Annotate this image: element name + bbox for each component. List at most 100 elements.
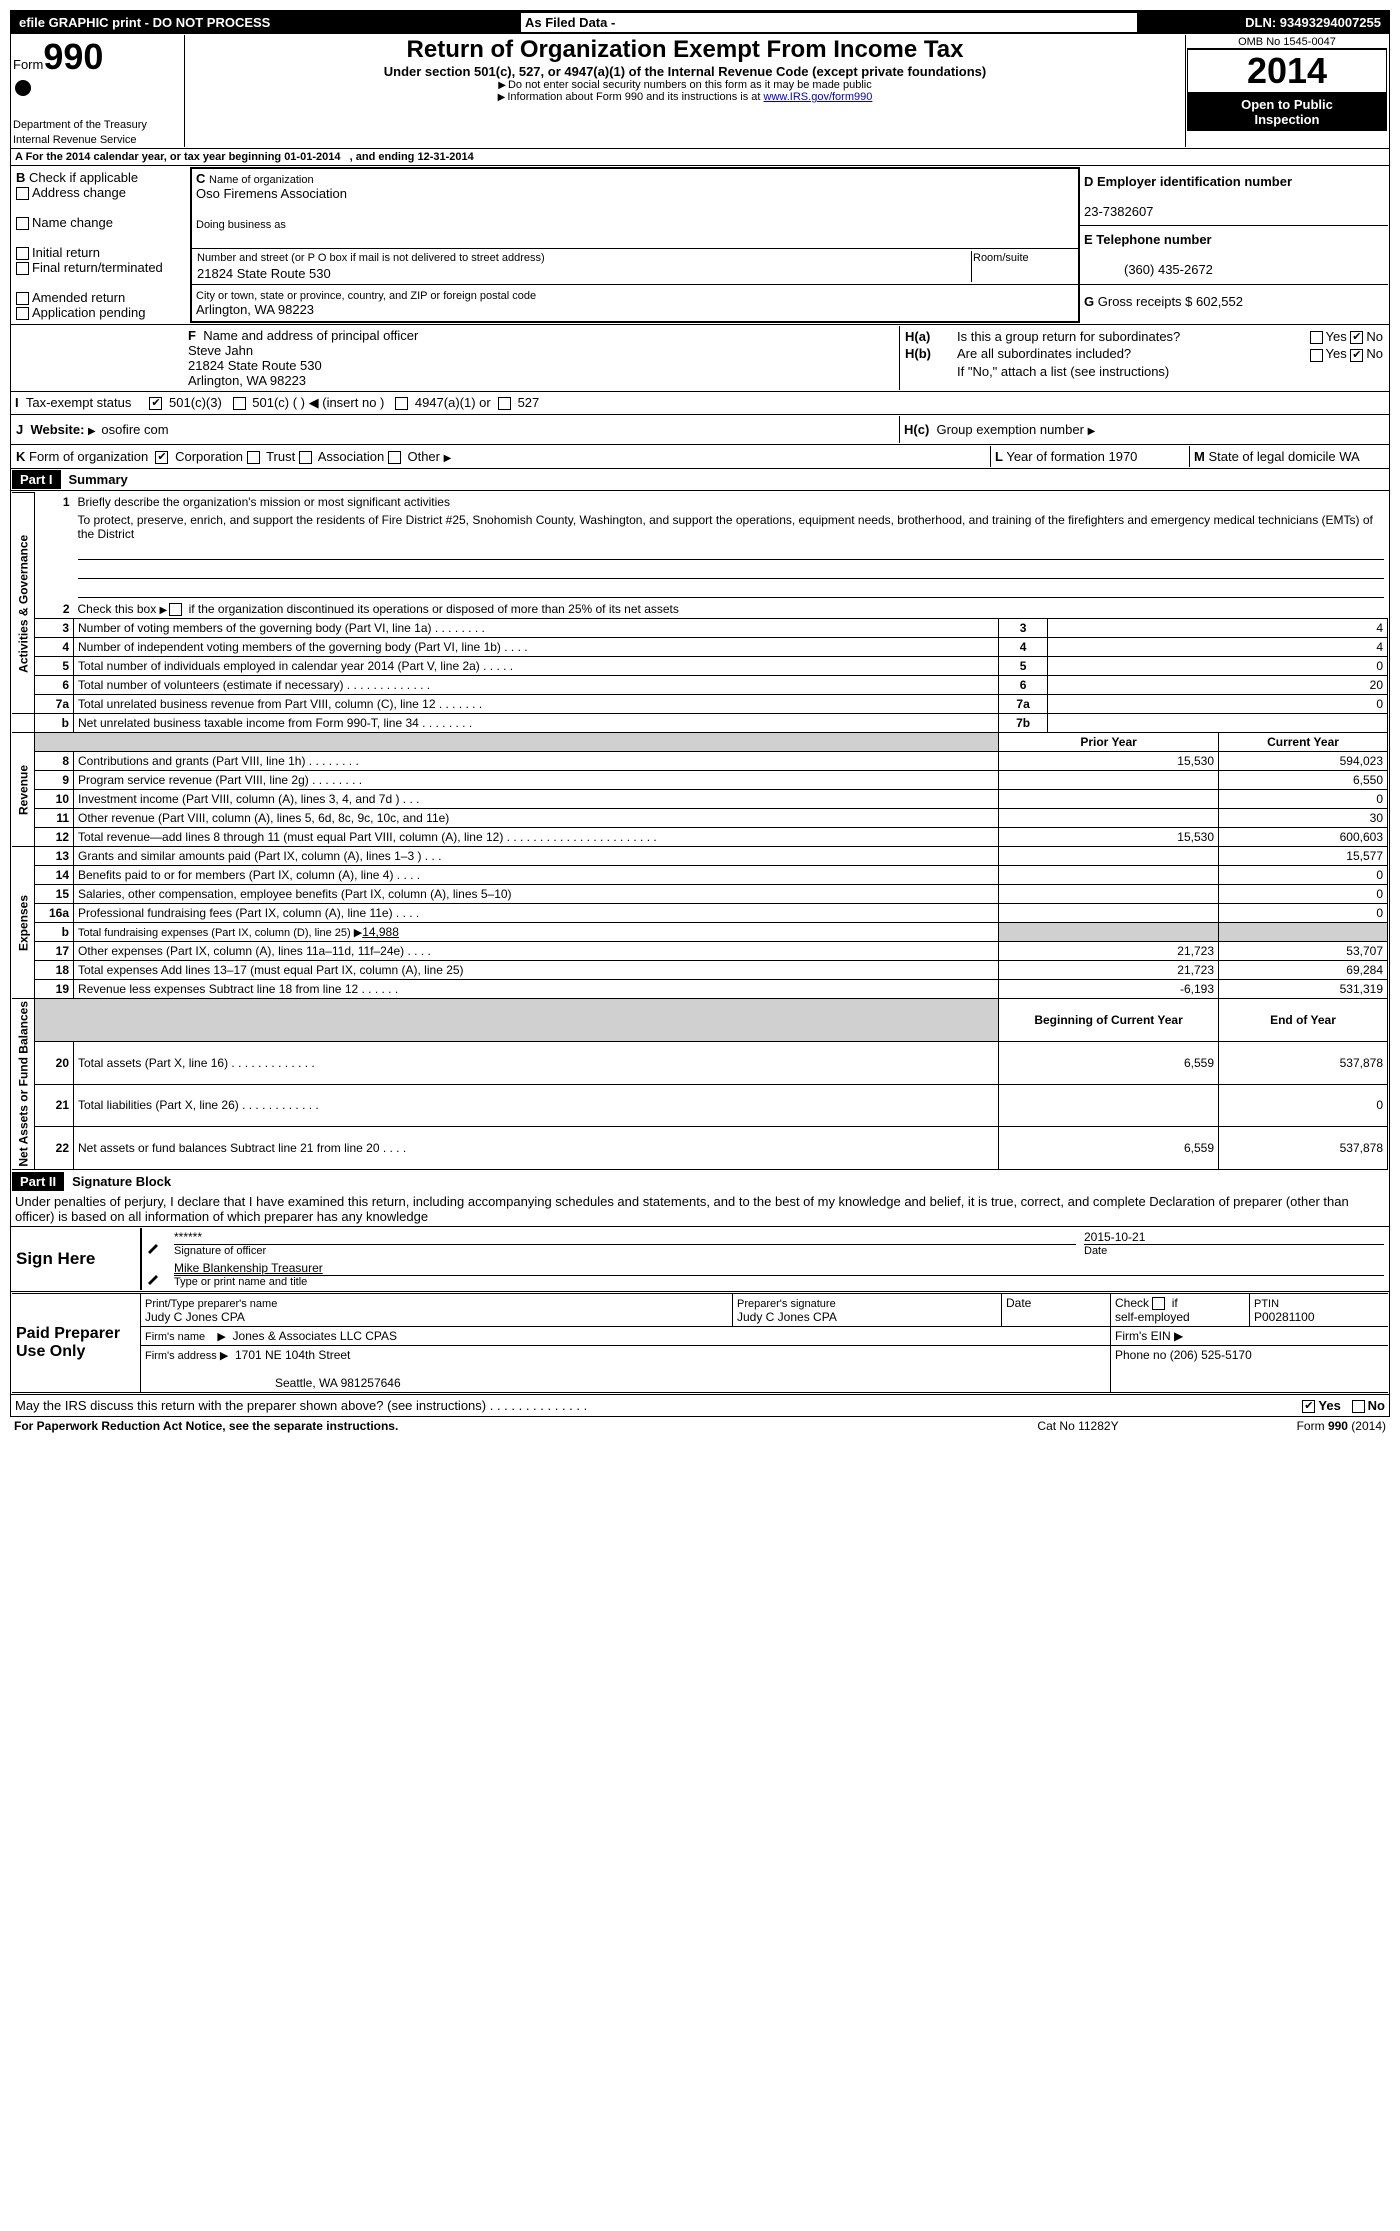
- form-subtitle: Under section 501(c), 527, or 4947(a)(1)…: [186, 64, 1184, 79]
- l6-value: 20: [1048, 676, 1388, 695]
- l22-end: 537,878: [1219, 1127, 1388, 1170]
- ha-yes-checkbox[interactable]: [1310, 331, 1323, 344]
- form-number-cell: Form990 Department of the Treasury Inter…: [12, 35, 185, 147]
- irs-link[interactable]: www.IRS.gov/form990: [764, 91, 873, 103]
- org-city: Arlington, WA 98223: [196, 302, 314, 317]
- as-filed-blank: [709, 13, 1137, 32]
- discontinued-checkbox[interactable]: [169, 603, 182, 616]
- 501c3-checkbox[interactable]: [149, 397, 162, 410]
- firm-phone-cell: Phone no (206) 525-5170: [1111, 1346, 1389, 1393]
- year-cell: OMB No 1545-0047 2014 Open to PublicInsp…: [1186, 35, 1389, 147]
- l8-prior: 15,530: [999, 752, 1219, 771]
- l12-current: 600,603: [1219, 828, 1388, 847]
- l22-begin: 6,559: [999, 1127, 1219, 1170]
- form-title-cell: Return of Organization Exempt From Incom…: [185, 35, 1186, 147]
- state-domicile: M State of legal domicile WA: [1190, 446, 1389, 467]
- l9-current: 6,550: [1219, 771, 1388, 790]
- trust-checkbox[interactable]: [247, 451, 260, 464]
- dln: DLN: 93493294007255: [1137, 13, 1385, 32]
- dept-treasury: Department of the Treasury: [13, 119, 147, 131]
- ein-value: 23-7382607: [1084, 204, 1153, 219]
- pen-icon: [146, 1240, 160, 1254]
- l20-end: 537,878: [1219, 1041, 1388, 1084]
- revenue-label: Revenue: [12, 733, 35, 847]
- part-2-header: Part IISignature Block: [11, 1171, 1390, 1192]
- name-change-checkbox[interactable]: [16, 217, 29, 230]
- form-of-org-row: K Form of organization Corporation Trust…: [12, 446, 991, 467]
- efile-notice: efile GRAPHIC print - DO NOT PROCESS: [15, 13, 521, 32]
- form-990-page: efile GRAPHIC print - DO NOT PROCESS As …: [10, 10, 1390, 1417]
- prep-name-cell: Print/Type preparer's name Judy C Jones …: [141, 1293, 733, 1326]
- part-1-header: Part ISummary: [11, 469, 1390, 491]
- 501c-checkbox[interactable]: [233, 397, 246, 410]
- self-employed-cell: Check ifself-employed: [1111, 1293, 1250, 1326]
- other-checkbox[interactable]: [388, 451, 401, 464]
- assoc-checkbox[interactable]: [299, 451, 312, 464]
- org-address: 21824 State Route 530: [196, 265, 972, 282]
- group-exemption-cell: H(c) Group exemption number: [900, 416, 1389, 443]
- firm-ein-cell: Firm's EIN ▶: [1111, 1327, 1389, 1346]
- gross-receipts: G Gross receipts $ 602,552: [1079, 284, 1388, 318]
- sign-here-label: Sign Here: [12, 1228, 141, 1290]
- mission-text: To protect, preserve, enrich, and suppor…: [74, 511, 1388, 543]
- prior-year-header: Prior Year: [999, 733, 1219, 752]
- l5-value: 0: [1048, 657, 1388, 676]
- form-footer: Form 990 (2014): [1182, 1417, 1390, 1435]
- org-info-box: C Name of organization Oso Firemens Asso…: [191, 168, 1079, 322]
- website-value: osofire com: [101, 422, 168, 437]
- group-return-cell: H(a) Is this a group return for subordin…: [900, 326, 1389, 390]
- website-row: J Website: osofire com: [12, 416, 900, 443]
- discontinued-line: Check this box if the organization disco…: [74, 600, 1388, 619]
- l18-current: 69,284: [1219, 961, 1388, 980]
- irs-label: Internal Revenue Service: [13, 134, 137, 146]
- 527-checkbox[interactable]: [498, 397, 511, 410]
- l18-prior: 21,723: [999, 961, 1219, 980]
- l10-current: 0: [1219, 790, 1388, 809]
- irs-logo-icon: [13, 78, 33, 98]
- hb-yes-checkbox[interactable]: [1310, 349, 1323, 362]
- tax-exempt-row: I Tax-exempt status 501(c)(3) 501(c) ( )…: [11, 392, 1390, 415]
- l4-value: 4: [1048, 638, 1388, 657]
- l20-begin: 6,559: [999, 1041, 1219, 1084]
- as-filed-label: As Filed Data -: [521, 13, 709, 32]
- discuss-yes-checkbox[interactable]: [1302, 1400, 1315, 1413]
- amended-return-checkbox[interactable]: [16, 292, 29, 305]
- officer-name-cell: Mike Blankenship Treasurer Type or print…: [170, 1259, 1388, 1290]
- omb-number: OMB No 1545-0047: [1187, 36, 1387, 49]
- hb-no-checkbox[interactable]: [1350, 349, 1363, 362]
- l16b-line: Total fundraising expenses (Part IX, col…: [74, 923, 999, 942]
- open-public-badge: Open to PublicInspection: [1187, 93, 1387, 131]
- l11-current: 30: [1219, 809, 1388, 828]
- top-bar: efile GRAPHIC print - DO NOT PROCESS As …: [11, 11, 1390, 35]
- firm-name-cell: Firm's name ▶ Jones & Associates LLC CPA…: [141, 1327, 1111, 1346]
- perjury-statement: Under penalties of perjury, I declare th…: [11, 1192, 1390, 1227]
- tax-year: 2014: [1187, 49, 1387, 93]
- phone-value: (360) 435-2672: [1084, 262, 1213, 277]
- l8-current: 594,023: [1219, 752, 1388, 771]
- l21-end: 0: [1219, 1084, 1388, 1127]
- end-year-header: End of Year: [1219, 999, 1388, 1042]
- final-return-checkbox[interactable]: [16, 262, 29, 275]
- self-employed-checkbox[interactable]: [1152, 1297, 1165, 1310]
- l19-current: 531,319: [1219, 980, 1388, 999]
- ha-no-checkbox[interactable]: [1350, 331, 1363, 344]
- discuss-no-checkbox[interactable]: [1352, 1400, 1365, 1413]
- ptin-cell: PTIN P00281100: [1250, 1293, 1389, 1326]
- form-title: Return of Organization Exempt From Incom…: [186, 36, 1184, 64]
- 4947-checkbox[interactable]: [395, 397, 408, 410]
- paid-preparer-label: Paid Preparer Use Only: [12, 1293, 141, 1392]
- l15-current: 0: [1219, 885, 1388, 904]
- begin-year-header: Beginning of Current Year: [999, 999, 1219, 1042]
- sig-date-cell: 2015-10-21 Date: [1080, 1228, 1388, 1259]
- prep-sig-cell: Preparer's signature Judy C Jones CPA: [733, 1293, 1002, 1326]
- initial-return-checkbox[interactable]: [16, 247, 29, 260]
- l3-value: 4: [1048, 619, 1388, 638]
- expenses-label: Expenses: [12, 847, 35, 999]
- application-pending-checkbox[interactable]: [16, 307, 29, 320]
- org-name: Oso Firemens Association: [196, 186, 347, 201]
- l7b-value: [1048, 714, 1388, 733]
- paperwork-notice: For Paperwork Reduction Act Notice, see …: [10, 1417, 974, 1435]
- sig-officer-cell: ****** Signature of officer: [170, 1228, 1080, 1259]
- corp-checkbox[interactable]: [155, 451, 168, 464]
- address-change-checkbox[interactable]: [16, 187, 29, 200]
